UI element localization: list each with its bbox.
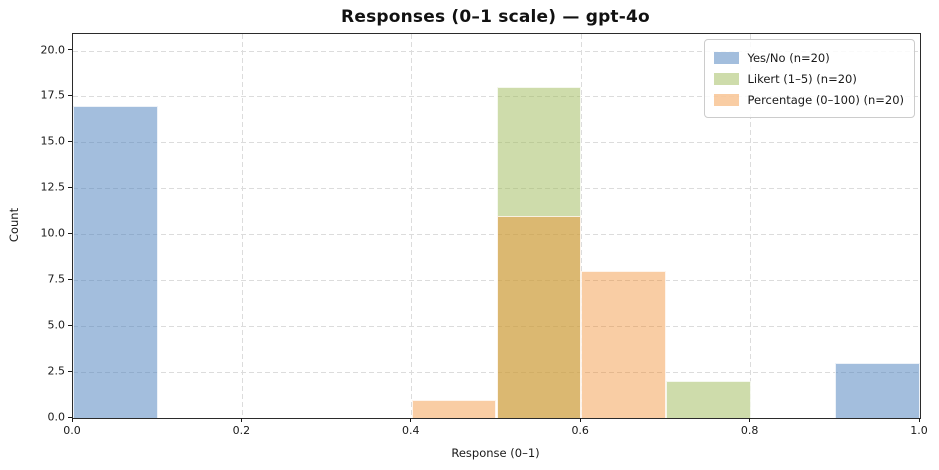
- legend-row: Likert (1–5) (n=20): [714, 68, 904, 89]
- y-tick-mark: [68, 324, 72, 326]
- legend: Yes/No (n=20) Likert (1–5) (n=20) Percenta…: [704, 39, 915, 118]
- x-tick-label: 0.0: [63, 424, 81, 437]
- y-tick-label: 20.0: [40, 43, 66, 57]
- x-tick-label: 0.6: [571, 424, 589, 437]
- x-tick-mark: [579, 418, 581, 422]
- legend-label: Likert (1–5) (n=20): [747, 71, 857, 86]
- histogram-bar: [73, 105, 158, 418]
- histogram-bar: [411, 399, 497, 418]
- y-tick-mark: [68, 416, 72, 418]
- legend-swatch: [714, 93, 740, 106]
- y-tick-label: 17.5: [40, 88, 66, 102]
- x-tick-mark: [71, 418, 73, 422]
- gridline-v: [750, 34, 752, 418]
- y-tick-label: 2.5: [47, 364, 66, 378]
- y-tick-mark: [68, 49, 72, 51]
- x-tick-label: 0.2: [232, 424, 251, 437]
- gridline-v: [580, 34, 582, 418]
- legend-row: Percentage (0–100) (n=20): [714, 89, 904, 110]
- legend-swatch: [714, 72, 740, 85]
- gridline-v: [241, 34, 243, 418]
- histogram-bar: [665, 381, 751, 418]
- y-tick-mark: [68, 278, 72, 280]
- y-tick-mark: [68, 370, 72, 372]
- histogram-bar: [496, 215, 582, 418]
- x-tick-label: 0.8: [740, 424, 759, 437]
- y-tick-mark: [68, 186, 72, 189]
- y-tick-label: 7.5: [47, 272, 66, 286]
- y-tick-label: 5.0: [47, 318, 66, 332]
- y-tick-label: 12.5: [40, 180, 66, 194]
- x-tick-mark: [918, 418, 920, 422]
- plot-area: Yes/No (n=20) Likert (1–5) (n=20) Percenta…: [72, 33, 921, 419]
- x-axis-label: Response (0–1): [451, 446, 540, 460]
- y-tick-label: 0.0: [47, 410, 66, 424]
- histogram-bar: [835, 362, 920, 418]
- x-tick-mark: [749, 418, 751, 422]
- gridline-v: [411, 34, 413, 418]
- legend-swatch: [714, 51, 740, 64]
- legend-label: Yes/No (n=20): [747, 50, 830, 65]
- x-tick-label: 0.4: [402, 424, 420, 437]
- legend-row: Yes/No (n=20): [714, 47, 904, 68]
- y-tick-label: 10.0: [40, 226, 66, 240]
- y-tick-mark: [68, 140, 72, 143]
- x-tick-label: 1.0: [910, 424, 928, 437]
- histogram-bar: [496, 87, 582, 418]
- x-tick-mark: [410, 418, 412, 422]
- y-tick-mark: [68, 232, 72, 234]
- legend-label: Percentage (0–100) (n=20): [747, 92, 904, 107]
- histogram-bar: [581, 271, 666, 418]
- chart-title: Responses (0–1 scale) — gpt-4o: [341, 7, 650, 27]
- y-tick-mark: [68, 94, 72, 97]
- y-axis-label: Count: [7, 207, 21, 243]
- y-tick-label: 15.0: [40, 134, 66, 148]
- gridline-h: [73, 50, 920, 52]
- x-tick-mark: [240, 418, 243, 422]
